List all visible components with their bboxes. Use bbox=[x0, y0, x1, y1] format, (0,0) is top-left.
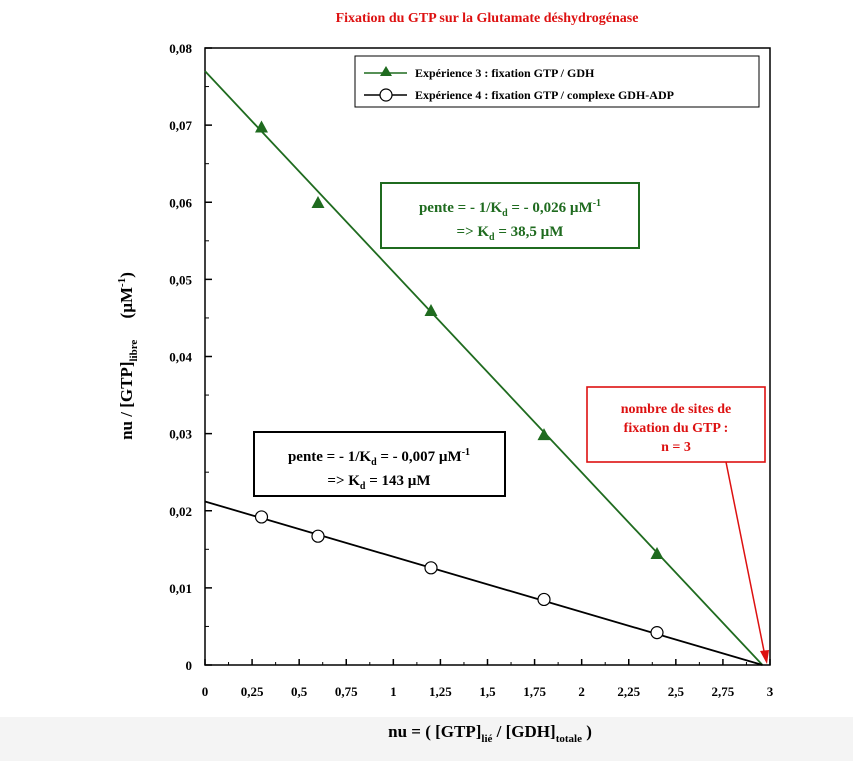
slope-annotation-exp3: pente = - 1/Kd = - 0,026 µM-1 => Kd = 38… bbox=[380, 182, 640, 249]
x-tick-label: 1 bbox=[390, 684, 397, 699]
x-tick-label: 1,5 bbox=[479, 684, 496, 699]
x-tick-label: 0 bbox=[202, 684, 209, 699]
sites-text-line1: nombre de sites de bbox=[621, 402, 732, 417]
x-tick-label: 1,25 bbox=[429, 684, 452, 699]
sites-text-line2: fixation du GTP : bbox=[624, 421, 729, 436]
data-point-exp4 bbox=[650, 626, 664, 640]
y-tick-label: 0,03 bbox=[169, 427, 192, 442]
x-axis-label: nu = ( [GTP]lié / [GDH]totale ) bbox=[388, 722, 592, 745]
x-tick-label: 2,25 bbox=[617, 684, 640, 699]
slope-annotation-exp4: pente = - 1/Kd = - 0,007 µM-1 => Kd = 14… bbox=[253, 431, 506, 497]
y-tick-label: 0,05 bbox=[169, 272, 192, 287]
x-axis: 0 0,25 0,5 0,75 1 1,25 1,5 1,75 2 2,25 2,5 2,75 3 bbox=[202, 659, 774, 699]
slope-box-exp3 bbox=[380, 182, 640, 249]
data-point-exp4 bbox=[254, 510, 269, 524]
data-point-exp3 bbox=[255, 120, 268, 133]
series-layer bbox=[204, 70, 764, 666]
slope-text-exp3-line1: pente = - 1/Kd = - 0,026 µM-1 bbox=[419, 198, 601, 219]
sites-arrow-head bbox=[760, 650, 769, 664]
x-tick-label: 3 bbox=[767, 684, 774, 699]
legend-frame bbox=[354, 55, 760, 108]
y-tick-label: 0,04 bbox=[169, 350, 192, 365]
legend: Expérience 3 : fixation GTP / GDH Expéri… bbox=[354, 55, 760, 108]
x-tick-label: 0,25 bbox=[241, 684, 264, 699]
legend-marker-circle bbox=[379, 88, 393, 102]
y-tick-label: 0,02 bbox=[169, 504, 192, 519]
x-tick-label: 1,75 bbox=[523, 684, 546, 699]
x-tick-label: 0,5 bbox=[291, 684, 308, 699]
legend-entry-exp3: Expérience 3 : fixation GTP / GDH bbox=[364, 66, 595, 80]
slope-text-exp3-line2: => Kd = 38,5 µM bbox=[457, 224, 564, 243]
chart-title: Fixation du GTP sur la Glutamate déshydr… bbox=[336, 11, 639, 26]
y-axis-label: nu / [GTP]libre (µM-1) bbox=[116, 272, 140, 440]
y-tick-label: 0,07 bbox=[169, 118, 192, 133]
data-point-exp3 bbox=[537, 428, 551, 441]
x-tick-label: 2,75 bbox=[712, 684, 735, 699]
data-point-exp3 bbox=[424, 303, 438, 316]
sites-arrow-shaft bbox=[725, 461, 766, 657]
slope-text-exp4-line1: pente = - 1/Kd = - 0,007 µM-1 bbox=[288, 447, 470, 468]
y-tick-label: 0,06 bbox=[169, 195, 192, 210]
legend-label-exp3: Expérience 3 : fixation GTP / GDH bbox=[415, 66, 595, 80]
y-tick-label: 0,01 bbox=[169, 581, 192, 596]
x-tick-label: 0,75 bbox=[335, 684, 358, 699]
x-tick-label: 2,5 bbox=[668, 684, 685, 699]
fit-line-exp4 bbox=[204, 500, 763, 666]
legend-label-exp4: Expérience 4 : fixation GTP / complexe G… bbox=[415, 88, 674, 102]
legend-entry-exp4: Expérience 4 : fixation GTP / complexe G… bbox=[364, 88, 674, 102]
sites-text-line3: n = 3 bbox=[661, 440, 691, 455]
data-point-exp4 bbox=[311, 529, 325, 543]
slope-box-exp4 bbox=[253, 431, 506, 497]
y-tick-label: 0,08 bbox=[169, 41, 192, 56]
data-point-exp3 bbox=[311, 196, 325, 209]
y-tick-label: 0 bbox=[186, 658, 193, 673]
footer-band bbox=[0, 717, 853, 761]
fit-line-exp3 bbox=[204, 70, 764, 666]
legend-marker-triangle bbox=[380, 66, 392, 76]
sites-box bbox=[586, 386, 766, 463]
x-tick-label: 2 bbox=[578, 684, 585, 699]
data-point-exp4 bbox=[537, 592, 551, 607]
plot-area-frame bbox=[204, 47, 771, 666]
data-point-exp3 bbox=[650, 546, 664, 559]
data-point-exp4 bbox=[424, 561, 438, 575]
slope-text-exp4-line2: => Kd = 143 µM bbox=[327, 473, 430, 492]
y-axis: 0 0,01 0,02 0,03 0,04 0,05 0,06 0,07 0,08 bbox=[169, 41, 212, 673]
sites-annotation: nombre de sites de fixation du GTP : n =… bbox=[586, 386, 769, 664]
